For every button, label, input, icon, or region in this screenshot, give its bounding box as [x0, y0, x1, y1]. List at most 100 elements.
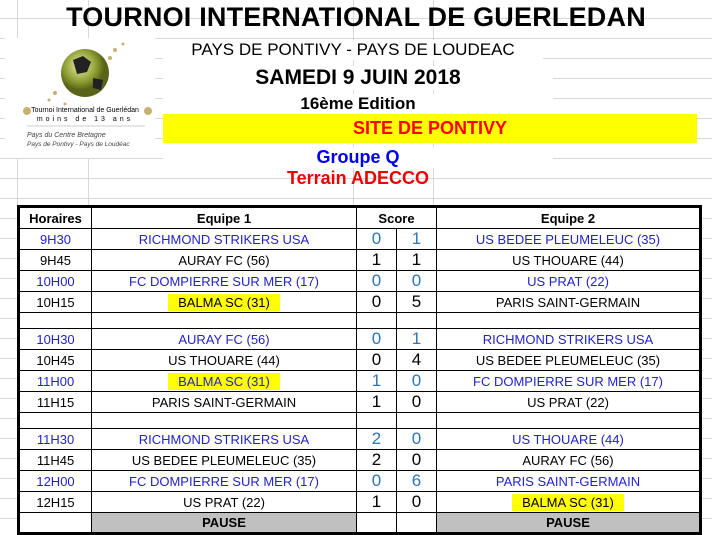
spacer-row — [18, 312, 701, 329]
team-1: BALMA SC (31) — [168, 293, 280, 311]
match-time-cell: 10H00 — [18, 270, 92, 292]
team-2-cell: US BEDEE PLEUMELEUC (35) — [436, 228, 701, 250]
match-row: 12H15 US PRAT (22) 1 0 BALMA SC (31) — [18, 491, 701, 513]
match-time: 10H00 — [36, 273, 75, 289]
team-2: RICHMOND STRIKERS USA — [482, 331, 654, 347]
pause-label: PAUSE — [436, 512, 701, 534]
header-horaires: Horaires — [18, 206, 92, 229]
score-1-cell: 0 — [356, 470, 397, 492]
match-time: 11H30 — [36, 431, 75, 447]
match-time-cell: 10H15 — [18, 291, 92, 313]
team-1: BALMA SC (31) — [168, 372, 280, 390]
match-row: 10H30 AURAY FC (56) 0 1 RICHMOND STRIKERS US… — [18, 328, 701, 350]
pause-label: PAUSE — [91, 512, 357, 534]
team-2-cell: US PRAT (22) — [436, 391, 701, 413]
match-row: 11H45 US BEDEE PLEUMELEUC (35) 2 0 AURAY FC … — [18, 449, 701, 471]
team-1: RICHMOND STRIKERS USA — [138, 231, 310, 247]
header-equipe-2: Equipe 2 — [436, 206, 701, 229]
site-banner: SITE DE PONTIVY — [163, 114, 697, 143]
match-time: 10H15 — [36, 294, 75, 310]
tournament-logo: Tournoi International de Guerlédan moins… — [5, 38, 155, 158]
match-row: 12H00 FC DOMPIERRE SUR MER (17) 0 6 PARIS SA… — [18, 470, 701, 492]
score-2-cell: 5 — [396, 291, 437, 313]
team-2-cell: PARIS SAINT-GERMAIN — [436, 291, 701, 313]
event-date: SAMEDI 9 JUIN 2018 — [163, 66, 553, 90]
match-time: 10H45 — [36, 352, 75, 368]
team-2: BALMA SC (31) — [512, 493, 624, 511]
logo-text: moins de 13 ans — [37, 116, 133, 123]
score-1-cell: 1 — [356, 249, 397, 271]
score-1-cell: 1 — [356, 370, 397, 392]
score-2: 0 — [411, 371, 422, 390]
match-time-cell: 11H00 — [18, 370, 92, 392]
team-2: US PRAT (22) — [527, 394, 609, 410]
score-2-cell: 4 — [396, 349, 437, 371]
score-2: 4 — [411, 350, 422, 369]
score-1-cell: 1 — [356, 391, 397, 413]
empty-cell — [18, 312, 92, 329]
team-1-cell: US BEDEE PLEUMELEUC (35) — [91, 449, 357, 471]
team-2-cell: AURAY FC (56) — [436, 449, 701, 471]
team-1: FC DOMPIERRE SUR MER (17) — [129, 273, 319, 289]
empty-cell — [356, 512, 397, 534]
score-2-cell: 1 — [396, 328, 437, 350]
score-1: 1 — [371, 250, 382, 269]
match-row: 11H30 RICHMOND STRIKERS USA 2 0 US THOUARE (… — [18, 428, 701, 450]
match-time: 11H15 — [36, 394, 75, 410]
header-score: Score — [356, 206, 437, 229]
team-2-cell: US BEDEE PLEUMELEUC (35) — [436, 349, 701, 371]
score-1: 2 — [371, 429, 382, 448]
score-2: 0 — [411, 492, 422, 511]
team-1-cell: US THOUARE (44) — [91, 349, 357, 371]
empty-cell — [396, 312, 437, 329]
team-1: RICHMOND STRIKERS USA — [138, 431, 310, 447]
match-time-cell: 11H30 — [18, 428, 92, 450]
tournament-title: TOURNOI INTERNATIONAL DE GUERLEDAN — [66, 2, 646, 32]
match-time-cell: 12H00 — [18, 470, 92, 492]
match-row: 10H45 US THOUARE (44) 0 4 US BEDEE PLEUMELEU… — [18, 349, 701, 371]
team-1-cell: BALMA SC (31) — [91, 291, 357, 313]
score-1-cell: 2 — [356, 449, 397, 471]
match-time: 9H45 — [39, 252, 72, 268]
pause-row: PAUSE PAUSE — [18, 512, 701, 534]
match-row: 9H45 AURAY FC (56) 1 1 US THOUARE (44) — [18, 249, 701, 271]
team-1: AURAY FC (56) — [178, 331, 270, 347]
match-row: 10H00 FC DOMPIERRE SUR MER (17) 0 0 US PRAT … — [18, 270, 701, 292]
match-row: 10H15 BALMA SC (31) 0 5 PARIS SAINT-GERMAIN — [18, 291, 701, 313]
team-2-cell: US THOUARE (44) — [436, 428, 701, 450]
score-2: 0 — [411, 429, 422, 448]
score-1-cell: 2 — [356, 428, 397, 450]
team-1-cell: BALMA SC (31) — [91, 370, 357, 392]
score-2-cell: 0 — [396, 428, 437, 450]
team-2: US PRAT (22) — [527, 273, 609, 289]
table-header-row: Horaires Equipe 1 Score Equipe 2 — [18, 206, 701, 229]
match-row: 11H00 BALMA SC (31) 1 0 FC DOMPIERRE SUR MER… — [18, 370, 701, 392]
team-2: US BEDEE PLEUMELEUC (35) — [475, 231, 661, 247]
score-1: 0 — [371, 471, 382, 490]
team-2-cell: BALMA SC (31) — [436, 491, 701, 513]
logo-text: Pays de Pontivy - Pays de Loudéac — [27, 141, 130, 148]
score-2-cell: 0 — [396, 491, 437, 513]
score-2: 0 — [411, 392, 422, 411]
team-2: AURAY FC (56) — [522, 452, 614, 468]
score-2-cell: 1 — [396, 228, 437, 250]
score-2: 0 — [411, 450, 422, 469]
empty-cell — [356, 412, 397, 429]
score-1: 0 — [371, 271, 382, 290]
team-2: US THOUARE (44) — [512, 252, 624, 268]
team-1-cell: RICHMOND STRIKERS USA — [91, 428, 357, 450]
team-1: US PRAT (22) — [183, 494, 265, 510]
match-time-cell: 12H15 — [18, 491, 92, 513]
soccer-globe-icon: Tournoi International de Guerlédan moins… — [23, 42, 152, 148]
score-2: 5 — [411, 292, 422, 311]
team-1-cell: AURAY FC (56) — [91, 328, 357, 350]
empty-cell — [18, 512, 92, 534]
match-time: 12H00 — [36, 473, 75, 489]
team-1: US THOUARE (44) — [168, 352, 280, 368]
spacer-row — [18, 412, 701, 429]
team-1-cell: FC DOMPIERRE SUR MER (17) — [91, 470, 357, 492]
team-1-cell: PARIS SAINT-GERMAIN — [91, 391, 357, 413]
score-2-cell: 0 — [396, 370, 437, 392]
team-2: US THOUARE (44) — [512, 431, 624, 447]
team-1-cell: AURAY FC (56) — [91, 249, 357, 271]
